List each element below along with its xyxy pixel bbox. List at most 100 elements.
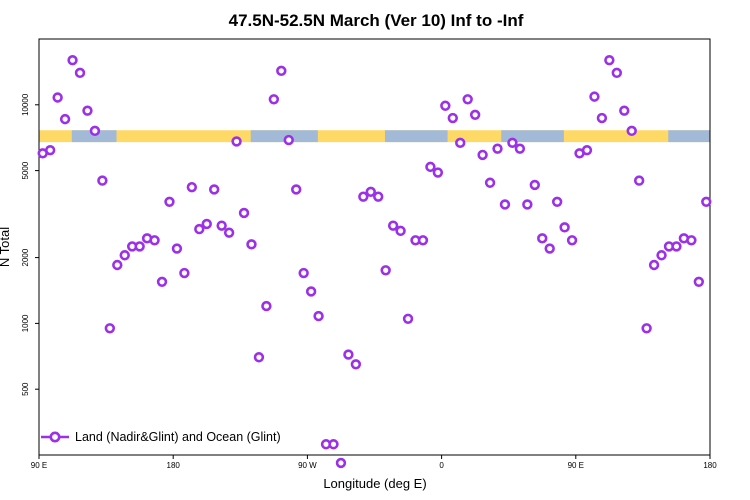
data-point: [425, 161, 436, 173]
data-point: [641, 323, 652, 334]
data-point: [380, 265, 391, 276]
data-point: [484, 177, 496, 188]
data-point: [477, 149, 488, 161]
data-point: [134, 241, 145, 252]
data-point: [276, 65, 287, 77]
data-point: [89, 125, 101, 137]
x-tick-label: 90 E: [568, 461, 584, 470]
data-point: [686, 235, 697, 246]
data-point: [537, 233, 548, 244]
data-point: [462, 94, 473, 105]
data-point: [231, 136, 242, 147]
legend-label: Land (Nadir&Glint) and Ocean (Glint): [75, 430, 281, 444]
data-point: [455, 137, 466, 149]
data-point: [387, 220, 399, 231]
data-point: [514, 143, 526, 154]
ocean-band: [501, 130, 564, 143]
data-point: [589, 91, 600, 102]
data-point: [313, 310, 324, 322]
data-point: [112, 259, 123, 271]
data-point: [648, 259, 660, 271]
data-point: [619, 105, 630, 116]
surface-type-band: [39, 130, 710, 143]
plot-frame: [38, 38, 711, 456]
data-point: [82, 105, 93, 116]
x-tick-label: 180: [703, 461, 717, 470]
data-point: [238, 207, 250, 219]
data-point: [447, 112, 458, 124]
data-point: [671, 241, 682, 252]
legend: Land (Nadir&Glint) and Ocean (Glint): [41, 430, 281, 444]
ocean-band: [668, 130, 710, 143]
x-tick-label: 0: [439, 461, 444, 470]
data-point: [305, 286, 317, 297]
x-axis-label: Longitude (deg E): [323, 476, 426, 491]
data-point: [581, 144, 593, 156]
x-tick-label: 90 E: [31, 461, 47, 470]
data-point: [544, 243, 555, 254]
data-point: [656, 250, 667, 261]
data-point: [171, 243, 183, 254]
data-point: [59, 113, 71, 125]
data-point: [67, 54, 78, 66]
data-point: [633, 175, 645, 186]
data-point: [701, 196, 712, 207]
data-point: [432, 167, 444, 178]
data-point: [216, 220, 227, 231]
ocean-band: [250, 130, 318, 143]
data-point: [358, 191, 369, 202]
data-point: [492, 143, 503, 154]
data-point: [119, 250, 130, 261]
data-point: [469, 109, 481, 121]
data-point: [74, 67, 86, 79]
data-point: [328, 439, 339, 450]
data-point: [44, 144, 56, 156]
data-point: [194, 223, 205, 235]
data-point: [246, 239, 257, 250]
data-point: [373, 191, 384, 202]
chart-title: 47.5N-52.5N March (Ver 10) Inf to -Inf: [229, 11, 524, 30]
data-point: [522, 199, 533, 210]
ocean-band: [384, 130, 448, 143]
data-point: [350, 359, 362, 370]
data-point: [149, 235, 160, 246]
data-point: [179, 267, 190, 279]
y-axis: 500 1000 2000 5000 10000: [21, 93, 39, 396]
data-point: [156, 276, 168, 287]
data-point: [97, 175, 108, 186]
data-point: [335, 457, 347, 469]
land-band: [39, 130, 710, 143]
data-point: [104, 323, 116, 334]
data-point: [52, 92, 63, 103]
data-point: [298, 267, 309, 279]
data-point: [223, 227, 235, 238]
data-point: [261, 300, 272, 312]
y-tick-label: 10000: [21, 93, 30, 116]
data-point: [395, 225, 406, 237]
x-axis: 90 E 180 90 W 0 90 E 180: [31, 455, 717, 470]
y-tick-label: 2000: [21, 248, 30, 266]
y-tick-label: 1000: [21, 314, 30, 332]
y-axis-label: N Total: [0, 227, 12, 267]
x-tick-label: 90 W: [298, 461, 317, 470]
data-point: [253, 352, 265, 363]
data-point: [693, 276, 705, 287]
y-tick-label: 5000: [21, 161, 30, 179]
data-point: [499, 199, 511, 210]
data-point: [440, 100, 451, 111]
data-point: [291, 184, 302, 195]
data-series: [37, 54, 712, 469]
legend-marker: [49, 431, 61, 443]
data-point: [604, 54, 615, 66]
data-point: [507, 137, 518, 149]
y-tick-label: 500: [21, 382, 30, 396]
data-point: [596, 112, 608, 124]
data-point: [417, 235, 429, 246]
data-point: [209, 184, 220, 195]
data-point: [529, 179, 540, 191]
data-point: [365, 186, 376, 197]
data-point: [611, 67, 623, 79]
data-point: [201, 218, 212, 230]
data-point: [559, 222, 570, 233]
